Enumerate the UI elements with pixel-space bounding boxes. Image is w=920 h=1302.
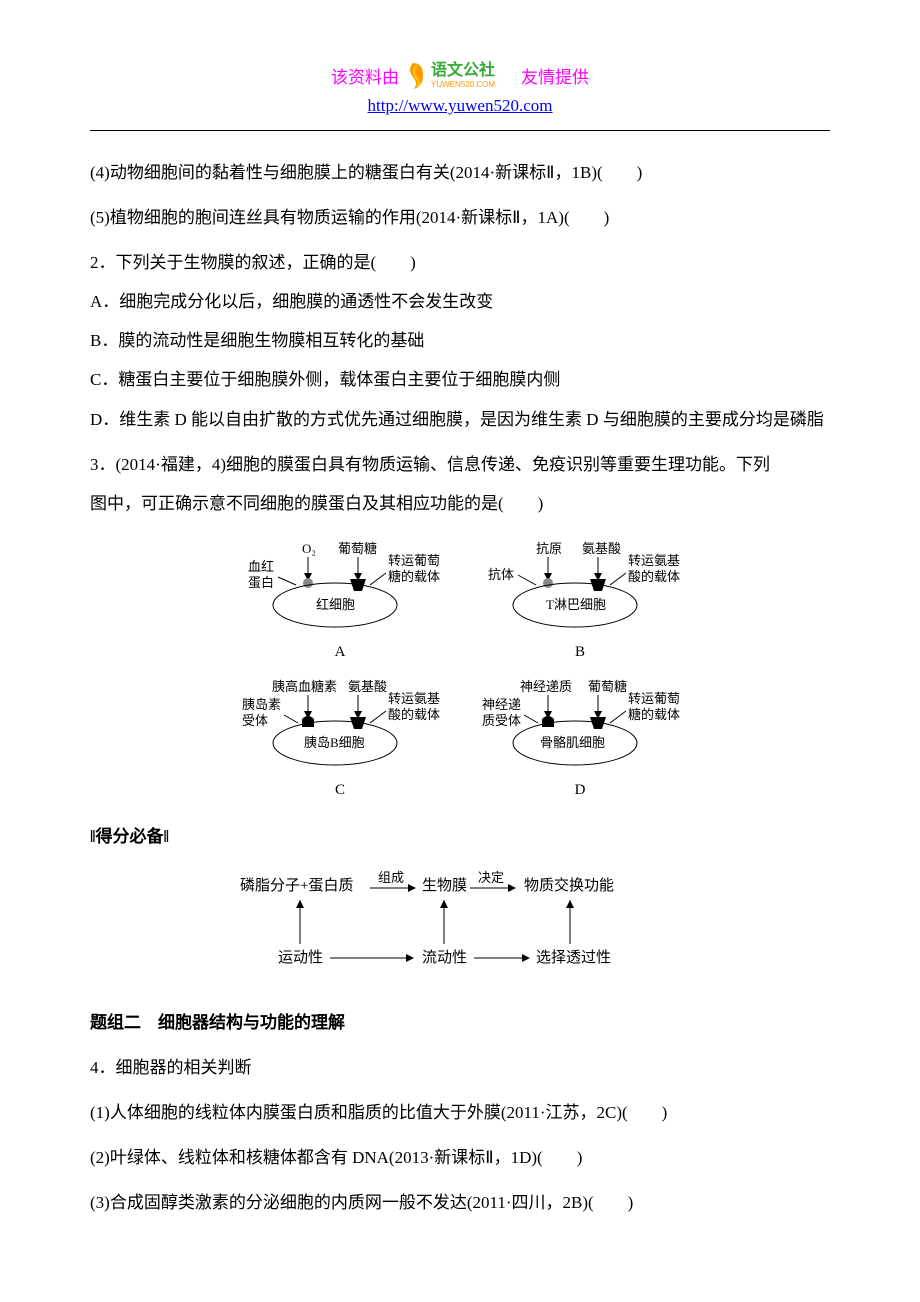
diag-b-cell: T淋巴细胞 bbox=[546, 597, 606, 612]
diagram-d: 神经递质 葡萄糖 神经递 质受体 转运葡萄 糖的载体 bbox=[480, 679, 680, 799]
site-logo: 语文公社 YUWEN520.COM bbox=[405, 60, 515, 90]
section-score-title: ‖得分必备‖ bbox=[90, 817, 830, 856]
question-2-stem: 2．下列关于生物膜的叙述，正确的是( ) bbox=[90, 243, 830, 282]
question-3-stem-1: 3．(2014·福建，4)细胞的膜蛋白具有物质运输、信息传递、免疫识别等重要生理… bbox=[90, 445, 830, 484]
diag-c-right-top: 氨基酸 bbox=[348, 679, 387, 694]
diag-d-rb1: 转运葡萄 bbox=[628, 691, 680, 706]
flow-n2: 生物膜 bbox=[422, 877, 467, 894]
diag-d-lb2: 质受体 bbox=[482, 713, 521, 728]
diag-a-lb1: 血红 bbox=[248, 559, 274, 574]
diag-d-lb1: 神经递 bbox=[482, 697, 521, 712]
logo-text-cn: 语文公社 bbox=[431, 60, 495, 79]
diag-b-rb1: 转运氨基 bbox=[628, 553, 680, 568]
section-2-title: 题组二 细胞器结构与功能的理解 bbox=[90, 1003, 830, 1042]
diag-a-rb1: 转运葡萄 bbox=[388, 553, 440, 568]
question-3-figure: O₂ 葡萄糖 血红 蛋白 转运葡萄 糖的载体 红 bbox=[90, 541, 830, 799]
flow-b3: 选择透过性 bbox=[536, 949, 611, 966]
diag-b-right-top: 氨基酸 bbox=[582, 541, 621, 556]
header-attribution: 该资料由 语文公社 YUWEN520.COM 友情提供 bbox=[90, 60, 830, 90]
header-url[interactable]: http://www.yuwen520.com bbox=[90, 96, 830, 116]
diag-b-lb: 抗体 bbox=[488, 567, 514, 582]
item-5: (5)植物细胞的胞间连丝具有物质运输的作用(2014·新课标Ⅱ，1A)( ) bbox=[90, 198, 830, 237]
diag-b-rb2: 酸的载体 bbox=[628, 569, 680, 584]
diagram-c: 胰高血糖素 氨基酸 胰岛素 受体 转运氨基 酸的载体 bbox=[240, 679, 440, 799]
question-4-item-2: (2)叶绿体、线粒体和核糖体都含有 DNA(2013·新课标Ⅱ，1D)( ) bbox=[90, 1138, 830, 1177]
diag-a-right-top: 葡萄糖 bbox=[338, 541, 377, 556]
diag-a-cell: 红细胞 bbox=[316, 597, 355, 612]
question-4-item-1: (1)人体细胞的线粒体内膜蛋白质和脂质的比值大于外膜(2011·江苏，2C)( … bbox=[90, 1093, 830, 1132]
question-2-option-c: C．糖蛋白主要位于细胞膜外侧，载体蛋白主要位于细胞膜内侧 bbox=[90, 360, 830, 399]
flow-diagram: 磷脂分子+蛋白质 组成 生物膜 决定 物质交换功能 运动性 流动性 选择透过性 bbox=[90, 870, 830, 985]
question-2-option-d: D．维生素 D 能以自由扩散的方式优先通过细胞膜，是因为维生素 D 与细胞膜的主… bbox=[90, 400, 830, 439]
figure-row-2: 胰高血糖素 氨基酸 胰岛素 受体 转运氨基 酸的载体 bbox=[90, 679, 830, 799]
logo-text-py: YUWEN520.COM bbox=[431, 80, 495, 89]
diag-c-rb1: 转运氨基 bbox=[388, 691, 440, 706]
item-4: (4)动物细胞间的黏着性与细胞膜上的糖蛋白有关(2014·新课标Ⅱ，1B)( ) bbox=[90, 153, 830, 192]
question-2-option-a: A．细胞完成分化以后，细胞膜的通透性不会发生改变 bbox=[90, 282, 830, 321]
question-4-stem: 4．细胞器的相关判断 bbox=[90, 1048, 830, 1087]
diagram-a: O₂ 葡萄糖 血红 蛋白 转运葡萄 糖的载体 红 bbox=[240, 541, 440, 661]
diag-c-lb2: 受体 bbox=[242, 713, 268, 728]
document-header: 该资料由 语文公社 YUWEN520.COM 友情提供 http://www.y… bbox=[90, 60, 830, 116]
diagram-c-caption: C bbox=[240, 782, 440, 799]
diag-c-lb1: 胰岛素 bbox=[242, 697, 281, 712]
question-3-stem-2: 图中，可正确示意不同细胞的膜蛋白及其相应功能的是( ) bbox=[90, 484, 830, 523]
flow-b2: 流动性 bbox=[422, 949, 467, 966]
flow-a1: 组成 bbox=[378, 870, 404, 885]
question-4-item-3: (3)合成固醇类激素的分泌细胞的内质网一般不发达(2011·四川，2B)( ) bbox=[90, 1183, 830, 1222]
diag-a-lb2: 蛋白 bbox=[248, 575, 274, 590]
diag-d-right-top: 葡萄糖 bbox=[588, 679, 627, 694]
flow-a2: 决定 bbox=[478, 870, 504, 885]
diag-b-left-top: 抗原 bbox=[536, 541, 562, 556]
header-prefix: 该资料由 bbox=[331, 63, 399, 88]
diag-d-cell: 骨骼肌细胞 bbox=[540, 735, 605, 750]
flow-n1: 磷脂分子+蛋白质 bbox=[240, 877, 353, 894]
diagram-a-caption: A bbox=[240, 644, 440, 661]
diag-c-left-top: 胰高血糖素 bbox=[272, 679, 337, 694]
diagram-b-caption: B bbox=[480, 644, 680, 661]
flow-n3: 物质交换功能 bbox=[524, 876, 614, 894]
diag-d-rb2: 糖的载体 bbox=[628, 707, 680, 722]
page: 该资料由 语文公社 YUWEN520.COM 友情提供 http://www.y… bbox=[0, 0, 920, 1302]
flow-b1: 运动性 bbox=[278, 949, 323, 966]
figure-row-1: O₂ 葡萄糖 血红 蛋白 转运葡萄 糖的载体 红 bbox=[90, 541, 830, 661]
diag-c-rb2: 酸的载体 bbox=[388, 707, 440, 722]
diagram-b: 抗原 氨基酸 抗体 转运氨基 酸的载体 T淋巴细胞 bbox=[480, 541, 680, 661]
question-2-option-b: B．膜的流动性是细胞生物膜相互转化的基础 bbox=[90, 321, 830, 360]
diag-a-rb2: 糖的载体 bbox=[388, 569, 440, 584]
logo-icon: 语文公社 YUWEN520.COM bbox=[405, 59, 515, 91]
document-body: (4)动物细胞间的黏着性与细胞膜上的糖蛋白有关(2014·新课标Ⅱ，1B)( )… bbox=[90, 153, 830, 1222]
header-suffix: 友情提供 bbox=[521, 63, 589, 88]
diagram-d-caption: D bbox=[480, 782, 680, 799]
diag-a-left-top: O₂ bbox=[302, 541, 316, 556]
header-divider bbox=[90, 130, 830, 131]
diag-c-cell: 胰岛B细胞 bbox=[304, 735, 365, 750]
diag-d-left-top: 神经递质 bbox=[520, 679, 572, 694]
